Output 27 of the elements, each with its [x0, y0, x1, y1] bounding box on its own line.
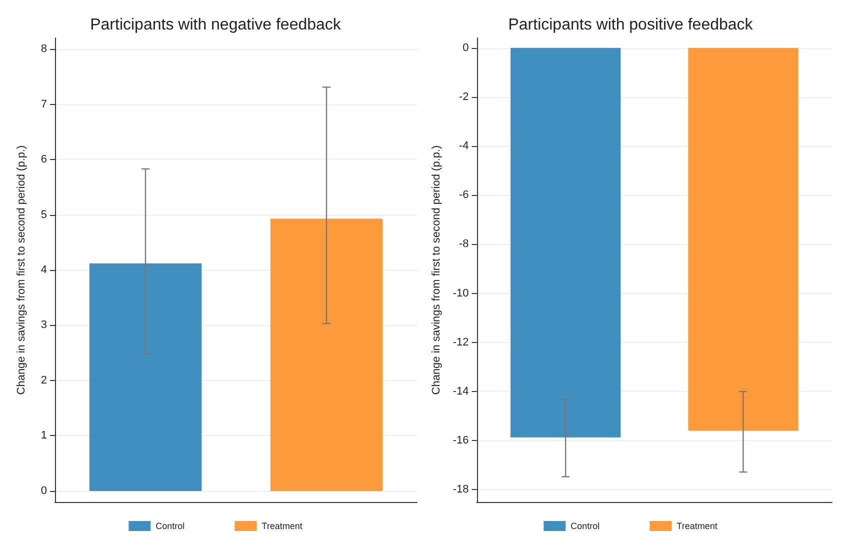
y-tick-label: -14 — [452, 386, 469, 398]
legend-label: Treatment — [676, 521, 718, 531]
y-tick-label: -16 — [452, 434, 469, 447]
y-tick-label: 1 — [40, 430, 47, 442]
y-tick-label: 4 — [40, 264, 47, 276]
legend-label: Control — [570, 521, 600, 531]
y-axis-title: Change in savings from first to second period (p.p.) — [16, 145, 28, 395]
y-tick-label: 0 — [462, 42, 469, 54]
y-tick-label: -2 — [459, 90, 469, 103]
y-tick-label: 3 — [40, 319, 47, 332]
legend-label: Control — [156, 521, 185, 531]
y-tick-label: 2 — [40, 374, 47, 386]
y-tick-label: 8 — [40, 43, 47, 56]
y-tick-label: -6 — [459, 189, 469, 202]
y-tick-label: 5 — [40, 208, 47, 221]
legend-label: Treatment — [262, 521, 303, 531]
y-tick-label: -18 — [452, 484, 469, 496]
y-tick-label: -8 — [459, 238, 469, 250]
y-tick-label: 6 — [40, 154, 47, 166]
y-axis-title: Change in savings from first to second period (p.p.) — [430, 145, 442, 395]
y-tick-label: 0 — [40, 484, 47, 497]
y-tick-label: -4 — [459, 140, 469, 152]
y-tick-label: 7 — [40, 98, 47, 110]
y-tick-label: -10 — [452, 287, 469, 300]
chart-title: Participants with positive feedback — [508, 16, 754, 34]
chart-title: Participants with negative feedback — [90, 16, 342, 34]
y-tick-label: -12 — [452, 336, 469, 348]
